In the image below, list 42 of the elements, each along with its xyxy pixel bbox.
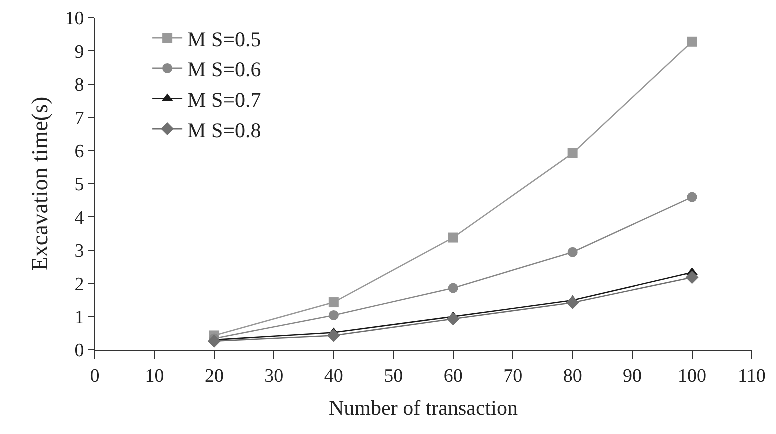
y-tick-label: 10: [65, 8, 84, 30]
x-tick-label: 40: [324, 366, 344, 387]
y-tick-label: 8: [74, 75, 84, 96]
x-tick-label: 20: [204, 366, 224, 387]
point: [687, 192, 698, 202]
legend-label: M S=0.6: [188, 58, 262, 82]
legend-label: M S=0.7: [188, 88, 262, 112]
point: [328, 298, 339, 308]
x-tick-label: 80: [563, 366, 582, 387]
y-tick-label: 7: [74, 108, 84, 130]
point: [568, 148, 578, 158]
point: [687, 36, 698, 47]
x-axis-title: Number of transaction: [329, 396, 518, 420]
legend-label: M S=0.8: [188, 118, 262, 142]
y-tick-label: 2: [74, 274, 84, 296]
point: [448, 232, 458, 243]
point: [566, 296, 580, 310]
y-tick-label: 0: [74, 340, 84, 362]
x-tick-label: 110: [738, 366, 766, 387]
x-tick-label: 0: [90, 366, 100, 387]
point: [327, 329, 340, 342]
point: [686, 271, 699, 284]
legend-label: M S=0.5: [188, 27, 262, 52]
x-tick-label: 10: [145, 366, 164, 387]
y-tick-label: 4: [74, 208, 85, 229]
y-tick-label: 9: [74, 42, 84, 63]
y-tick-label: 5: [74, 174, 84, 196]
point: [448, 283, 458, 294]
x-tick-label: 70: [504, 366, 523, 387]
y-axis-title: Excavation time(s): [28, 96, 53, 272]
point: [446, 312, 460, 326]
y-tick-label: 1: [74, 307, 84, 328]
point: [328, 310, 339, 320]
x-tick-label: 60: [444, 366, 463, 387]
point: [208, 334, 221, 348]
x-tick-label: 90: [623, 366, 642, 387]
point: [568, 247, 578, 258]
x-tick-label: 30: [264, 366, 284, 387]
x-tick-label: 50: [384, 366, 404, 387]
y-tick-label: 6: [74, 141, 84, 162]
x-tick-label: 100: [678, 366, 707, 387]
y-tick-label: 3: [74, 241, 84, 262]
